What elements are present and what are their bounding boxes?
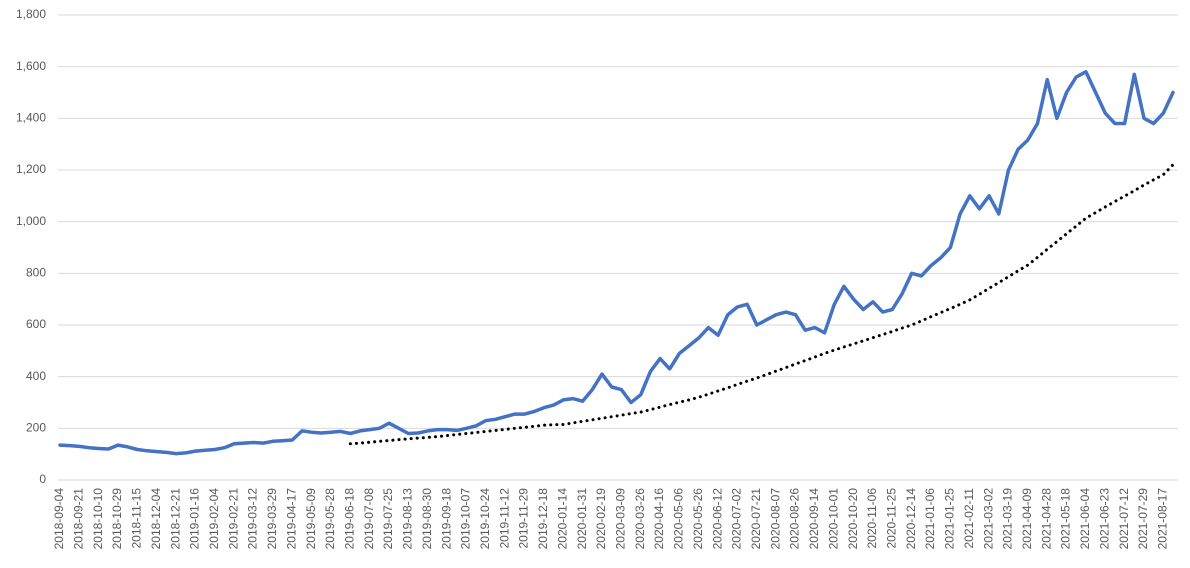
x-tick-label: 2019-03-29 (265, 488, 279, 550)
x-tick-label: 2019-05-09 (304, 488, 318, 550)
x-tick-label: 2019-03-12 (246, 488, 260, 550)
x-tick-label: 2020-10-20 (846, 488, 860, 550)
y-tick-label: 1,000 (16, 214, 46, 228)
x-tick-label: 2019-05-28 (323, 488, 337, 550)
x-tick-label: 2019-10-07 (459, 488, 473, 550)
x-tick-label: 2021-06-23 (1097, 488, 1111, 550)
x-tick-label: 2021-07-29 (1136, 488, 1150, 550)
x-tick-label: 2019-09-18 (439, 488, 453, 550)
x-tick-label: 2021-01-06 (923, 488, 937, 550)
x-tick-label: 2021-08-17 (1155, 488, 1169, 550)
x-tick-label: 2021-04-28 (1039, 488, 1053, 550)
x-tick-label: 2020-03-09 (614, 488, 628, 550)
y-tick-label: 1,400 (16, 111, 46, 125)
x-tick-label: 2019-06-18 (343, 488, 357, 550)
x-tick-label: 2021-04-09 (1020, 488, 1034, 550)
x-tick-label: 2020-06-12 (710, 488, 724, 550)
x-tick-label: 2020-07-02 (730, 488, 744, 550)
x-tick-label: 2020-01-31 (575, 488, 589, 550)
x-tick-label: 2019-07-25 (381, 488, 395, 550)
y-tick-label: 400 (26, 369, 46, 383)
x-tick-label: 2019-08-13 (401, 488, 415, 550)
x-tick-label: 2020-04-16 (652, 488, 666, 550)
x-tick-label: 2020-03-26 (633, 488, 647, 550)
x-tick-label: 2019-02-21 (226, 488, 240, 550)
x-tick-label: 2018-09-21 (72, 488, 86, 550)
data-line (348, 163, 1175, 446)
x-tick-label: 2021-02-11 (962, 488, 976, 549)
x-tick-label: 2020-08-26 (788, 488, 802, 550)
x-tick-label: 2019-11-29 (517, 488, 531, 549)
x-tick-label: 2018-12-04 (149, 488, 163, 550)
x-tick-label: 2020-09-14 (807, 488, 821, 550)
x-tick-label: 2019-07-08 (362, 488, 376, 550)
x-tick-label: 2021-03-02 (981, 488, 995, 550)
data-line (58, 70, 1175, 456)
x-tick-label: 2019-10-24 (478, 488, 492, 550)
x-tick-label: 2021-05-18 (1059, 488, 1073, 550)
y-tick-label: 200 (26, 421, 46, 435)
x-tick-label: 2020-12-14 (904, 488, 918, 550)
y-tick-label: 1,800 (16, 7, 46, 21)
x-tick-label: 2019-02-04 (207, 488, 221, 550)
x-tick-label: 2020-05-06 (672, 488, 686, 550)
x-tick-label: 2020-02-19 (594, 488, 608, 550)
x-tick-label: 2018-09-04 (52, 488, 66, 550)
x-tick-label: 2018-10-10 (91, 488, 105, 550)
x-tick-label: 2019-12-18 (536, 488, 550, 550)
x-tick-label: 2019-04-17 (284, 488, 298, 550)
x-tick-label: 2021-07-12 (1117, 488, 1131, 550)
y-tick-label: 0 (39, 472, 46, 486)
x-tick-label: 2020-07-21 (749, 488, 763, 550)
x-tick-label: 2018-11-15 (130, 488, 144, 549)
x-tick-label: 2020-10-01 (826, 488, 840, 550)
y-tick-label: 1,200 (16, 162, 46, 176)
x-tick-label: 2020-11-06 (865, 488, 879, 549)
x-tick-label: 2019-11-12 (497, 488, 511, 549)
y-tick-label: 600 (26, 317, 46, 331)
x-tick-label: 2020-08-07 (768, 488, 782, 550)
x-tick-label: 2020-11-25 (885, 488, 899, 549)
y-tick-label: 800 (26, 266, 46, 280)
y-tick-label: 1,600 (16, 59, 46, 73)
x-tick-label: 2018-10-29 (110, 488, 124, 550)
x-tick-label: 2019-01-16 (188, 488, 202, 550)
x-tick-label: 2018-12-21 (168, 488, 182, 550)
x-tick-label: 2021-06-04 (1078, 488, 1092, 550)
x-tick-label: 2019-08-30 (420, 488, 434, 550)
x-tick-label: 2020-05-26 (691, 488, 705, 550)
x-tick-label: 2020-01-14 (555, 488, 569, 550)
x-tick-label: 2021-01-25 (943, 488, 957, 550)
x-tick-label: 2021-03-19 (1001, 488, 1015, 550)
